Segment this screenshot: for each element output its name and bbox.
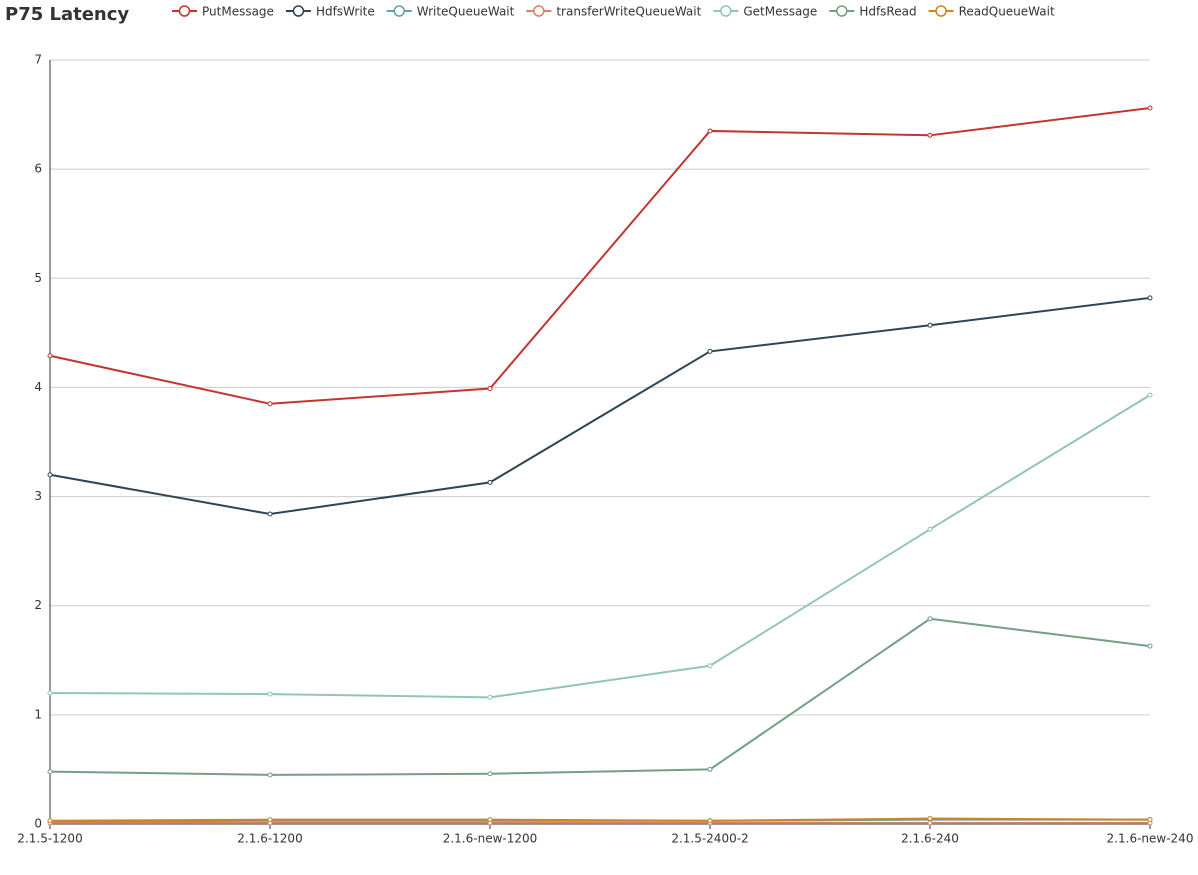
data-point bbox=[47, 690, 53, 696]
legend-icon-circle bbox=[935, 5, 947, 17]
legend-icon-circle bbox=[178, 5, 191, 17]
y-tick-label: 0 bbox=[34, 817, 42, 831]
data-point bbox=[707, 766, 713, 772]
legend-label: HdfsWrite bbox=[316, 5, 375, 19]
data-point bbox=[707, 348, 713, 354]
data-point bbox=[707, 818, 713, 824]
y-tick-label: 5 bbox=[34, 271, 42, 285]
data-point bbox=[1147, 295, 1153, 301]
x-tick-label: 2.1.6-new-1200 bbox=[443, 832, 538, 846]
legend-label: WriteQueueWait bbox=[417, 5, 515, 19]
data-point bbox=[927, 816, 933, 822]
legend-label: GetMessage bbox=[743, 5, 817, 19]
series-line bbox=[49, 394, 1151, 699]
legend-label: HdfsRead bbox=[859, 5, 916, 19]
series-line bbox=[49, 617, 1151, 776]
x-tick-label: 2.1.5-2400-2 bbox=[671, 832, 748, 846]
data-point bbox=[1147, 392, 1153, 398]
data-point bbox=[487, 386, 493, 392]
x-tick-label: 2.1.5-1200 bbox=[17, 832, 82, 846]
data-point bbox=[927, 132, 933, 138]
data-point bbox=[47, 353, 53, 359]
x-tick-label: 2.1.6-1200 bbox=[237, 832, 302, 846]
data-point bbox=[927, 322, 933, 328]
data-point bbox=[707, 663, 713, 669]
legend-icon-circle bbox=[533, 5, 545, 17]
legend-icon-circle bbox=[292, 5, 305, 17]
legend-label: PutMessage bbox=[202, 5, 274, 19]
y-tick-label: 2 bbox=[34, 598, 42, 612]
data-point bbox=[927, 616, 933, 622]
y-tick-label: 1 bbox=[34, 707, 42, 721]
y-tick-label: 6 bbox=[34, 162, 42, 176]
legend-icon-circle bbox=[720, 5, 732, 17]
data-point bbox=[1147, 643, 1153, 649]
data-point bbox=[707, 128, 713, 134]
data-point bbox=[267, 401, 273, 407]
data-point bbox=[47, 769, 53, 775]
data-point bbox=[47, 472, 53, 478]
data-point bbox=[47, 818, 53, 824]
data-point bbox=[267, 511, 273, 517]
legend-icon-circle bbox=[393, 5, 405, 17]
data-point bbox=[267, 772, 273, 778]
x-tick-label: 2.1.6-new-240 bbox=[1107, 832, 1194, 846]
data-point bbox=[1147, 105, 1153, 111]
data-point bbox=[1147, 817, 1153, 823]
data-point bbox=[927, 820, 933, 826]
data-point bbox=[487, 694, 493, 700]
data-point bbox=[487, 817, 493, 823]
y-tick-label: 4 bbox=[34, 380, 42, 394]
data-point bbox=[927, 526, 933, 532]
data-point bbox=[267, 817, 273, 823]
y-tick-label: 3 bbox=[34, 489, 42, 503]
y-tick-label: 7 bbox=[34, 53, 42, 67]
series-line bbox=[49, 817, 1151, 822]
legend-icon-circle bbox=[836, 5, 848, 17]
legend-label: ReadQueueWait bbox=[959, 5, 1055, 19]
chart-title: P75 Latency bbox=[5, 4, 129, 25]
legend-label: transferWriteQueueWait bbox=[556, 5, 701, 19]
data-point bbox=[267, 691, 273, 697]
data-point bbox=[487, 479, 493, 485]
data-point bbox=[487, 771, 493, 777]
series-line bbox=[49, 296, 1151, 516]
series-line bbox=[49, 107, 1151, 405]
x-tick-label: 2.1.6-240 bbox=[901, 832, 959, 846]
